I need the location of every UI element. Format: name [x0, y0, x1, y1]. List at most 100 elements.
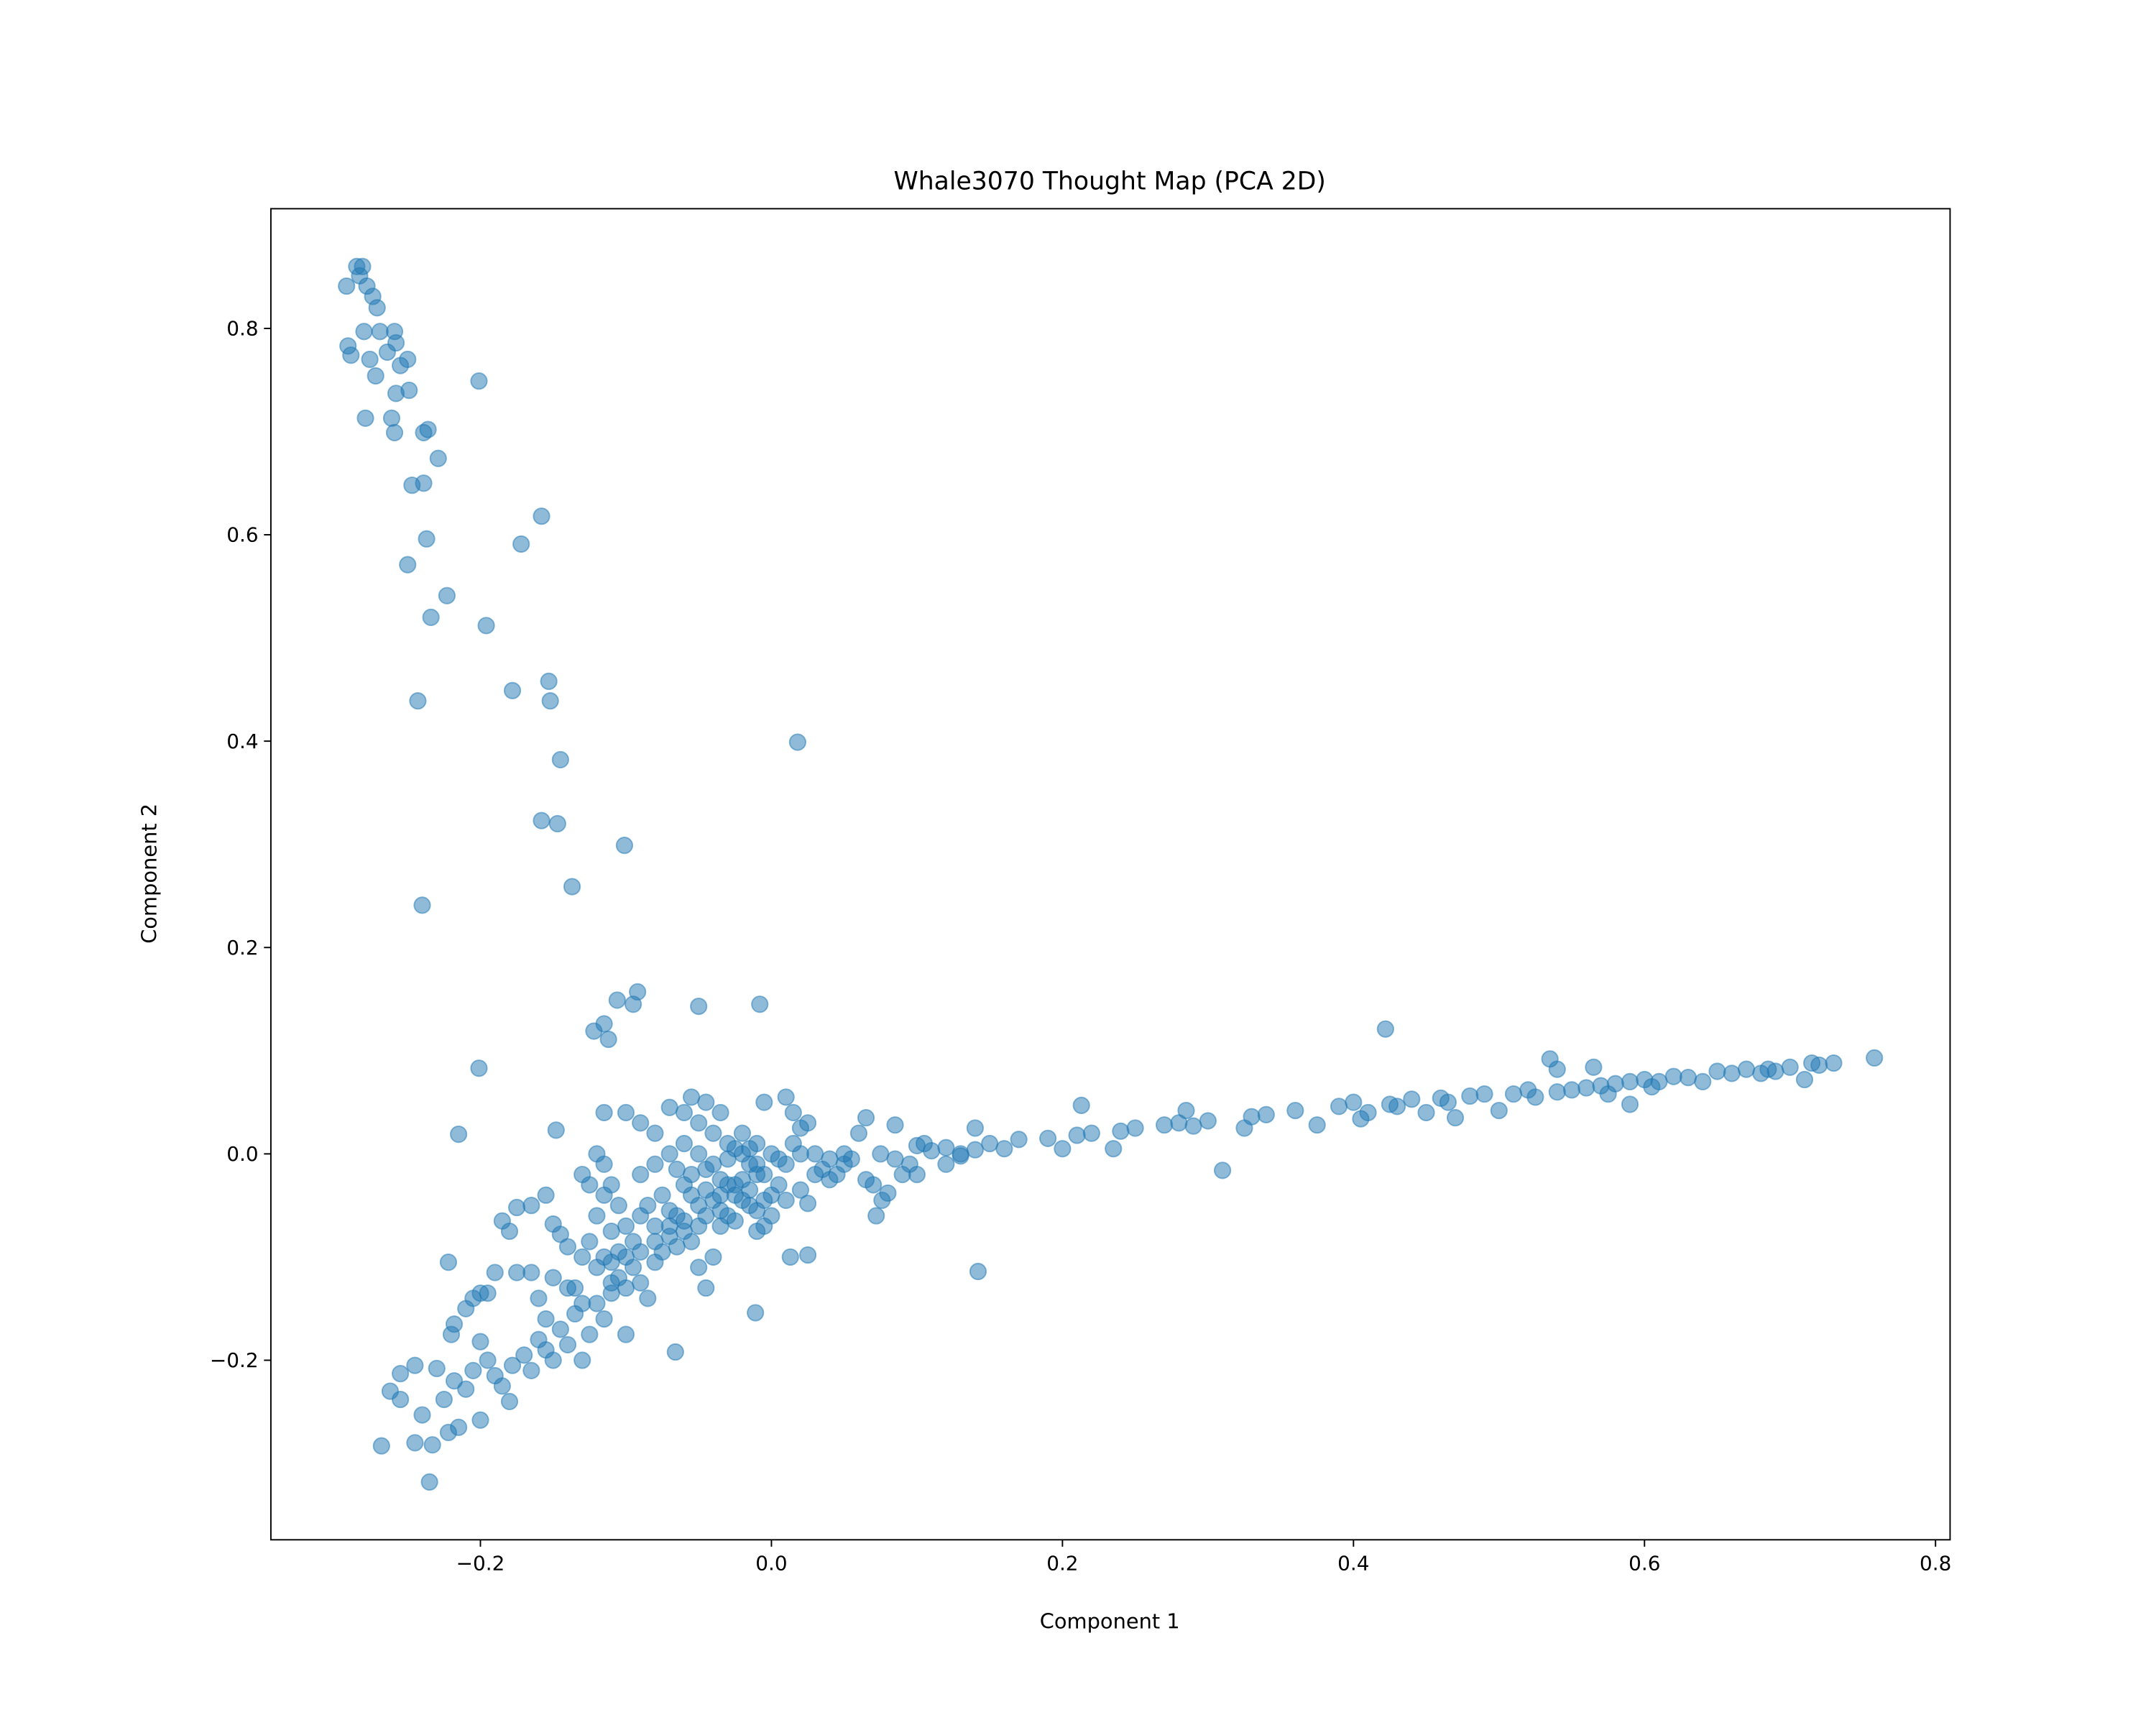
y-tick-label: 0.8 — [226, 317, 258, 341]
data-point — [439, 1254, 458, 1271]
data-point — [624, 995, 642, 1013]
data-point — [1072, 1096, 1090, 1115]
data-point — [500, 1222, 519, 1241]
data-point — [690, 1114, 708, 1132]
data-point — [639, 1289, 657, 1307]
data-point — [1866, 1049, 1884, 1067]
data-point — [755, 1093, 773, 1111]
x-tick-label: 0.2 — [1046, 1552, 1078, 1576]
data-point — [385, 423, 404, 442]
data-point — [740, 1181, 759, 1199]
data-point — [617, 1279, 635, 1297]
data-point — [1694, 1072, 1712, 1091]
data-point — [470, 1059, 488, 1077]
x-axis: −0.2 0.0 0.2 0.4 0.6 0.8 — [456, 1540, 1951, 1576]
data-point — [541, 692, 559, 710]
data-point — [400, 381, 418, 400]
data-point — [704, 1248, 722, 1266]
data-point — [1577, 1079, 1595, 1097]
data-point — [617, 1217, 635, 1236]
data-point — [632, 1243, 650, 1261]
data-point — [406, 1434, 424, 1452]
data-point — [697, 1181, 715, 1199]
data-point — [573, 1351, 591, 1369]
data-point — [608, 991, 626, 1009]
x-tick-label: 0.0 — [755, 1552, 787, 1576]
y-tick-label: −0.2 — [210, 1348, 259, 1372]
data-point — [966, 1119, 985, 1137]
data-point — [711, 1202, 729, 1220]
data-point — [719, 1150, 737, 1168]
data-point — [522, 1264, 540, 1282]
data-point — [382, 409, 401, 427]
data-point — [733, 1124, 752, 1142]
data-point — [351, 267, 369, 285]
data-point — [763, 1207, 780, 1225]
data-point — [908, 1165, 926, 1184]
data-point — [867, 1207, 885, 1225]
data-point — [477, 617, 495, 635]
data-point — [937, 1155, 955, 1173]
data-point — [1082, 1124, 1100, 1142]
data-point — [602, 1176, 620, 1194]
data-point — [1825, 1054, 1843, 1072]
data-point — [726, 1186, 744, 1204]
data-point — [512, 535, 530, 553]
data-point — [617, 1248, 635, 1266]
y-tick-label: 0.2 — [226, 936, 258, 960]
data-point — [1177, 1101, 1195, 1120]
data-point — [522, 1361, 540, 1379]
data-point — [537, 1186, 555, 1204]
data-point — [857, 1109, 875, 1127]
data-point — [763, 1145, 780, 1163]
data-point — [791, 1181, 810, 1199]
data-point — [522, 1197, 540, 1215]
data-point — [544, 1351, 562, 1369]
data-point — [646, 1233, 664, 1251]
data-point — [1345, 1093, 1363, 1111]
data-point — [1708, 1062, 1726, 1080]
data-point — [588, 1145, 606, 1163]
data-point — [486, 1264, 504, 1282]
data-point — [632, 1207, 650, 1225]
data-point — [632, 1114, 650, 1132]
data-point — [413, 896, 431, 914]
data-point — [886, 1150, 904, 1168]
data-point — [367, 367, 384, 385]
data-point — [835, 1145, 853, 1163]
data-point — [1105, 1140, 1123, 1158]
data-point — [361, 350, 379, 369]
data-point — [748, 1134, 766, 1153]
data-point — [1184, 1117, 1202, 1135]
plot-frame — [270, 208, 1951, 1541]
data-point — [530, 1289, 548, 1307]
data-point — [413, 1406, 431, 1424]
data-point — [849, 1124, 868, 1142]
data-point — [387, 334, 405, 352]
data-point — [1737, 1060, 1756, 1078]
data-point — [668, 1160, 686, 1179]
data-point — [1759, 1060, 1777, 1078]
data-point — [1810, 1056, 1828, 1075]
data-point — [558, 1238, 577, 1256]
data-point — [558, 1335, 577, 1354]
data-point — [1781, 1058, 1799, 1076]
data-point — [1526, 1088, 1544, 1106]
y-tick-label: 0.4 — [226, 730, 258, 753]
data-point — [585, 1022, 603, 1040]
data-point — [566, 1279, 584, 1297]
x-axis-label: Component 1 — [1040, 1609, 1180, 1633]
data-point — [533, 811, 550, 829]
data-point — [533, 507, 550, 525]
data-point — [1308, 1116, 1326, 1134]
data-point — [1664, 1067, 1682, 1085]
data-point — [668, 1238, 686, 1256]
data-point — [646, 1155, 664, 1173]
data-point — [952, 1145, 969, 1163]
data-point — [392, 1365, 410, 1383]
data-point — [1010, 1131, 1028, 1149]
data-point — [595, 1310, 613, 1328]
data-point — [1723, 1064, 1741, 1082]
data-point — [646, 1217, 664, 1236]
